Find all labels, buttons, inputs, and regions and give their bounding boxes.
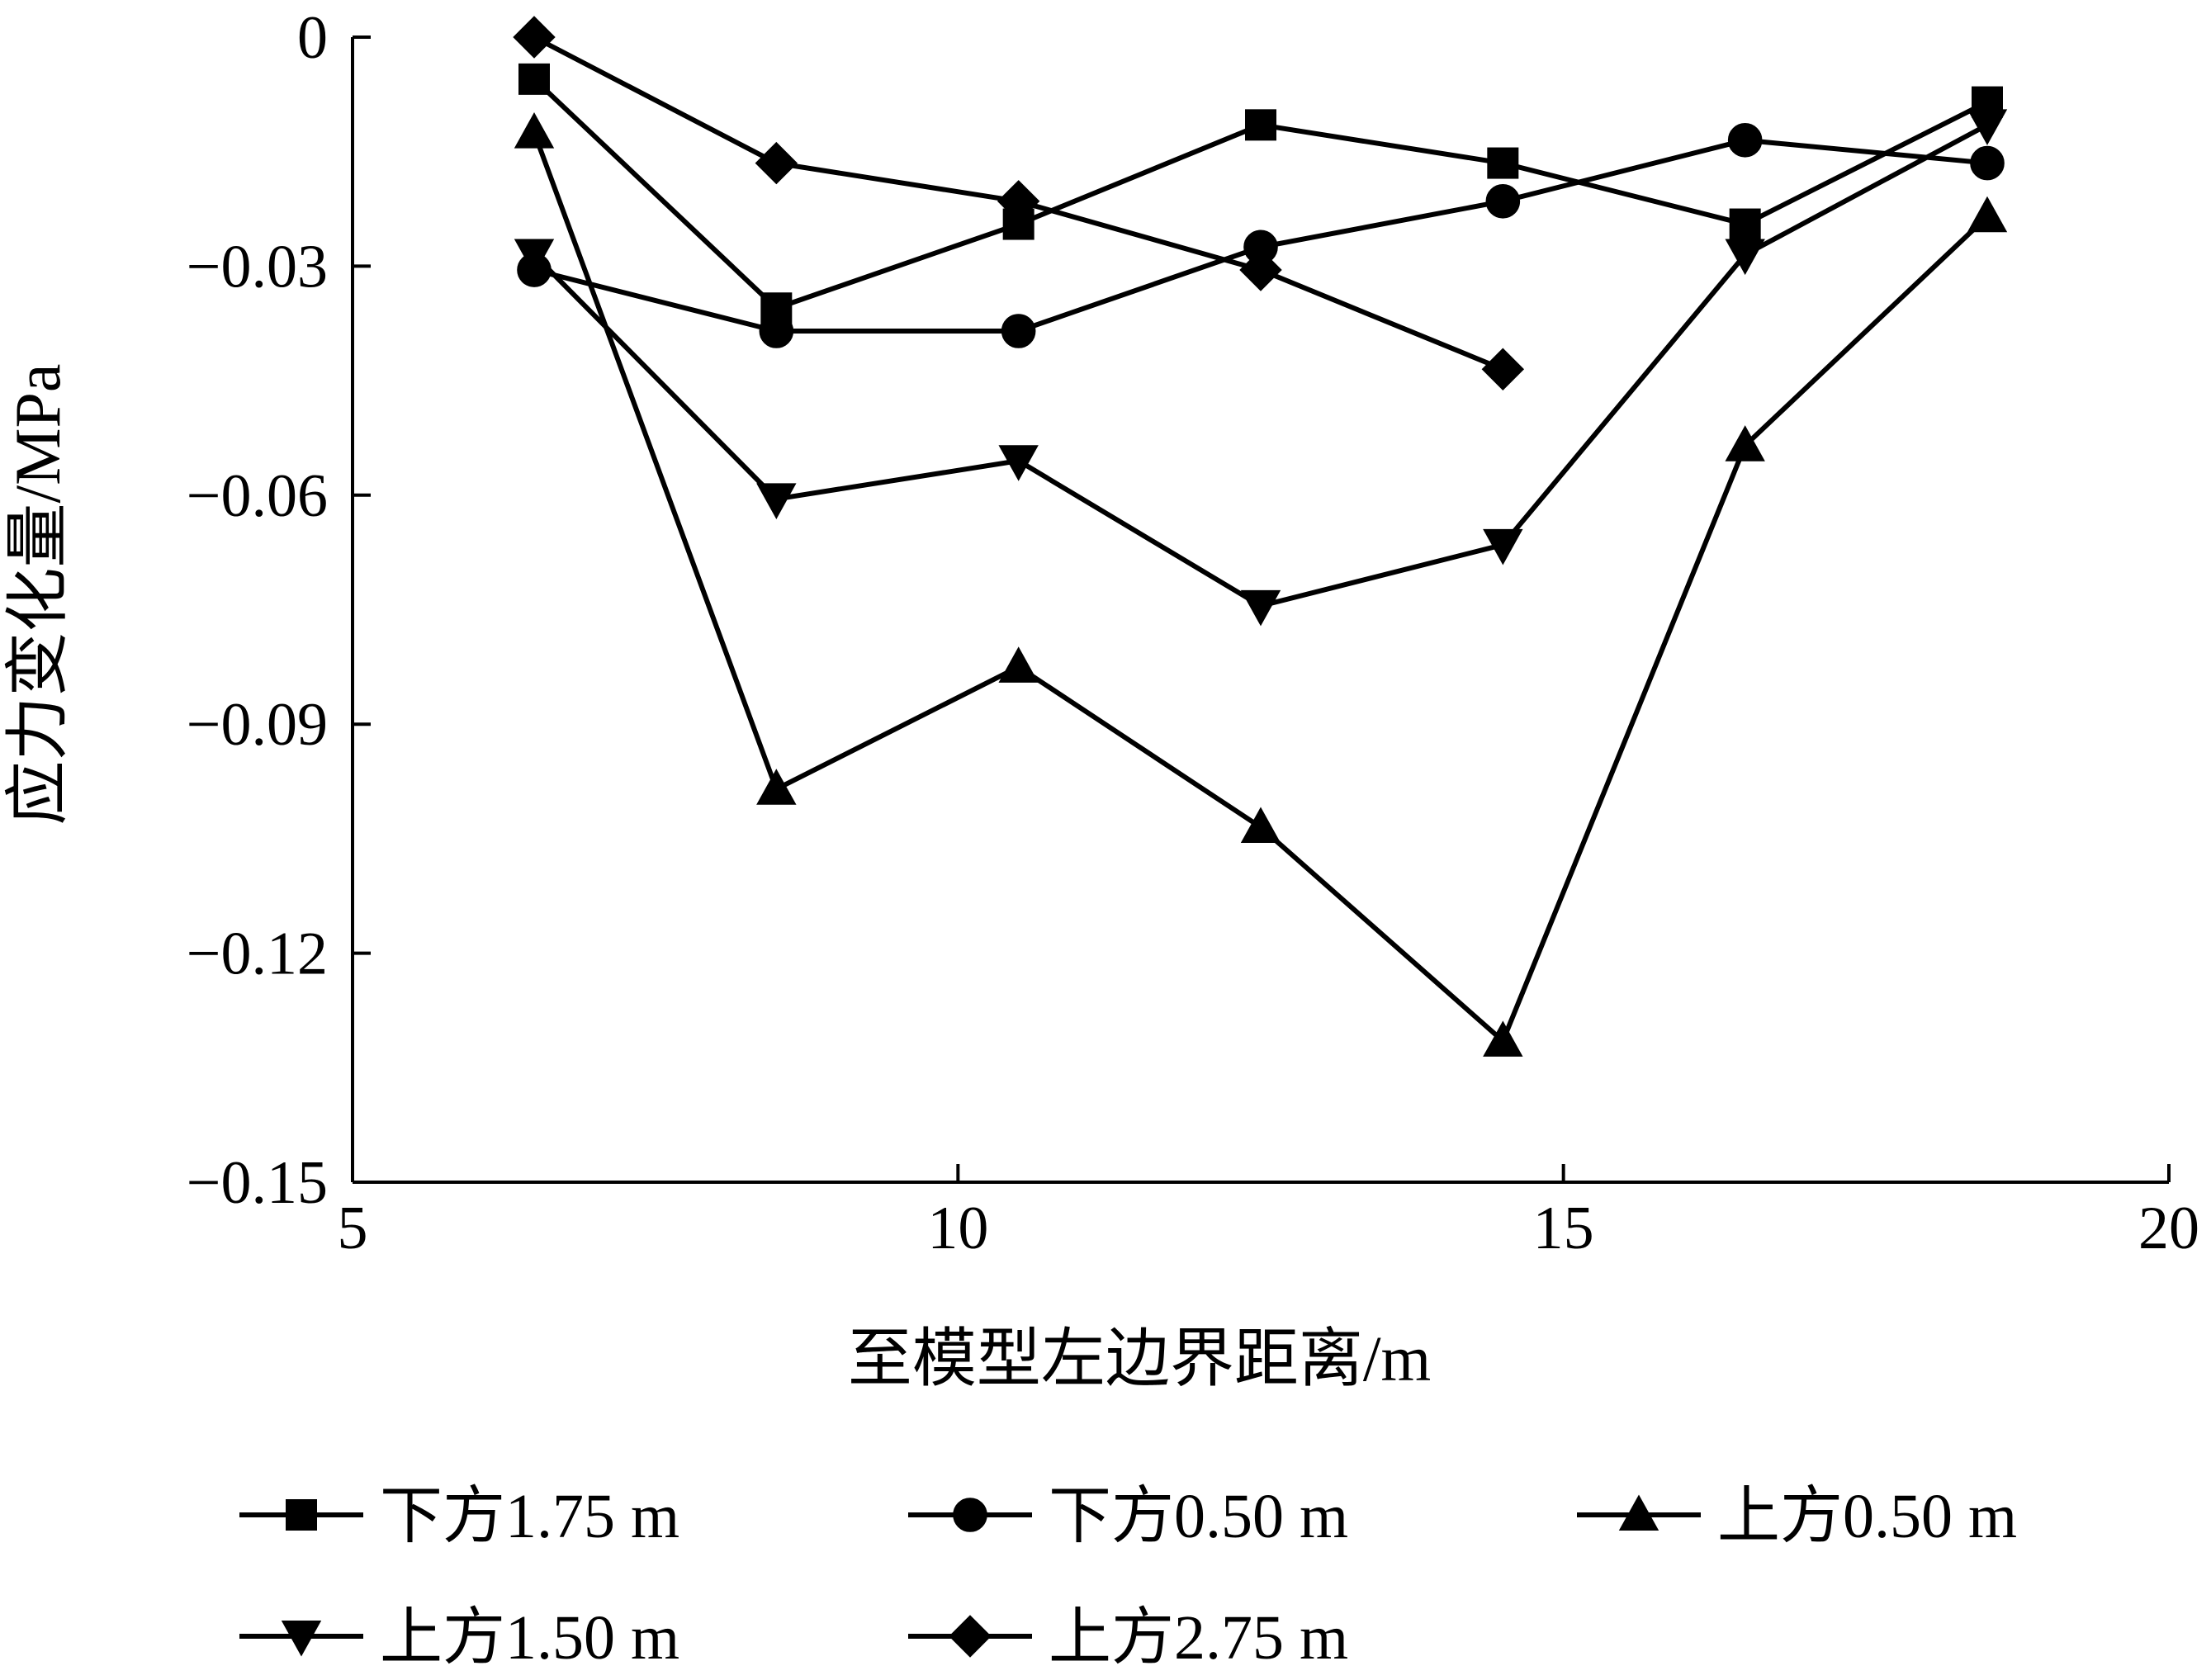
data-point-2 — [1485, 184, 1521, 219]
data-point-5 — [1481, 348, 1525, 390]
data-point-4 — [1967, 109, 2008, 145]
legend-label: 下方1.75 m — [380, 1482, 679, 1551]
data-point-4 — [998, 445, 1039, 481]
data-point-5 — [755, 141, 798, 185]
y-axis-title: 应力变化量/MPa — [2, 363, 73, 825]
data-point-3 — [1483, 1020, 1523, 1057]
data-point-5 — [997, 180, 1040, 223]
data-point-1 — [1729, 208, 1761, 240]
data-point-4 — [1483, 528, 1523, 566]
legend-marker — [953, 1498, 987, 1532]
data-point-1 — [518, 63, 550, 95]
y-tick-label: −0.09 — [187, 691, 328, 759]
data-point-2 — [1001, 314, 1036, 348]
y-tick-label: −0.12 — [187, 920, 328, 988]
legend-marker — [286, 1499, 317, 1531]
data-point-4 — [1725, 239, 1765, 276]
legend-label: 上方2.75 m — [1049, 1603, 1348, 1673]
legend-label: 下方0.50 m — [1049, 1482, 1348, 1551]
legend-item: 上方1.50 m — [239, 1603, 679, 1673]
y-tick-label: −0.03 — [187, 233, 328, 301]
data-point-1 — [1487, 147, 1519, 179]
x-axis-title: 至模型左边界距离/m — [848, 1323, 1431, 1394]
data-point-2 — [1970, 145, 2005, 181]
data-point-3 — [1725, 425, 1765, 461]
data-point-5 — [513, 16, 556, 59]
y-tick-label: −0.15 — [187, 1149, 328, 1217]
legend-item: 下方1.75 m — [239, 1482, 679, 1551]
legend-item: 上方0.50 m — [1577, 1482, 2017, 1551]
series-line-4 — [532, 122, 1989, 609]
legend-marker — [281, 1621, 322, 1657]
legend-item: 下方0.50 m — [908, 1482, 1348, 1551]
legend-item: 上方2.75 m — [908, 1603, 1348, 1673]
data-point-2 — [759, 314, 794, 348]
x-tick-label: 20 — [2138, 1195, 2199, 1262]
x-tick-label: 10 — [927, 1195, 988, 1262]
series-markers — [513, 16, 2008, 1057]
data-point-3 — [1967, 196, 2008, 233]
x-ticks: 5 10 15 20 — [338, 1164, 2199, 1262]
axes — [351, 37, 2169, 1184]
data-point-4 — [756, 483, 797, 519]
data-point-1 — [1245, 109, 1276, 141]
series-lines — [532, 35, 1990, 1045]
x-tick-label: 15 — [1533, 1195, 1594, 1262]
legend: 下方1.75 m 下方0.50 m 上方0.50 m 上方1.50 m 上方2.75 m — [239, 1482, 2017, 1673]
y-tick-label: −0.06 — [187, 462, 328, 530]
data-point-2 — [1727, 123, 1763, 158]
legend-label: 上方0.50 m — [1717, 1482, 2017, 1551]
data-point-4 — [1240, 589, 1281, 627]
legend-marker — [1618, 1494, 1659, 1531]
data-point-3 — [1240, 807, 1281, 844]
data-point-3 — [998, 646, 1039, 683]
data-point-3 — [514, 112, 555, 149]
legend-marker — [949, 1615, 992, 1658]
y-ticks: 0 −0.03 −0.06 −0.09 −0.12 −0.15 — [187, 4, 371, 1217]
legend-label: 上方1.50 m — [380, 1603, 679, 1673]
data-point-4 — [514, 239, 555, 276]
x-tick-label: 5 — [338, 1195, 368, 1262]
y-tick-label: 0 — [297, 4, 328, 72]
data-point-3 — [756, 769, 797, 805]
data-point-5 — [1239, 248, 1282, 291]
